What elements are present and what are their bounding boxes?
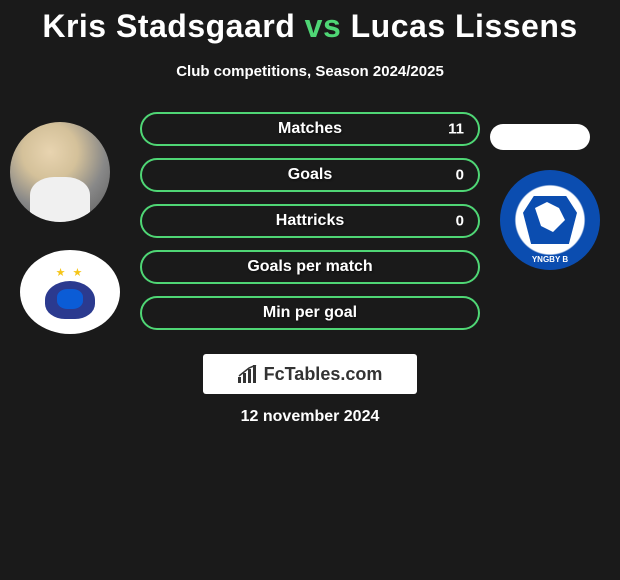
stat-label: Hattricks — [276, 212, 344, 230]
stat-label: Matches — [278, 120, 342, 138]
subtitle: Club competitions, Season 2024/2025 — [0, 63, 620, 80]
stat-row-hattricks: Hattricks 0 — [140, 204, 480, 238]
stat-label: Goals per match — [247, 258, 372, 276]
vs-text: vs — [305, 8, 342, 44]
page-title: Kris Stadsgaard vs Lucas Lissens — [0, 0, 620, 45]
stat-right-value: 0 — [456, 167, 464, 184]
stat-label: Min per goal — [263, 304, 357, 322]
stat-right-value: 0 — [456, 213, 464, 230]
stat-row-matches: Matches 11 — [140, 112, 480, 146]
player2-name: Lucas Lissens — [351, 8, 578, 44]
stats-area: Matches 11 Goals 0 Hattricks 0 Goals per… — [0, 112, 620, 342]
brand-text: FcTables.com — [264, 364, 383, 385]
player1-name: Kris Stadsgaard — [42, 8, 295, 44]
stat-right-value: 11 — [448, 121, 464, 138]
site-brand: FcTables.com — [203, 354, 417, 394]
bars-icon — [238, 365, 260, 383]
comparison-date: 12 november 2024 — [0, 408, 620, 426]
stat-row-goals: Goals 0 — [140, 158, 480, 192]
stat-row-goals-per-match: Goals per match — [140, 250, 480, 284]
stat-label: Goals — [288, 166, 332, 184]
stat-row-min-per-goal: Min per goal — [140, 296, 480, 330]
